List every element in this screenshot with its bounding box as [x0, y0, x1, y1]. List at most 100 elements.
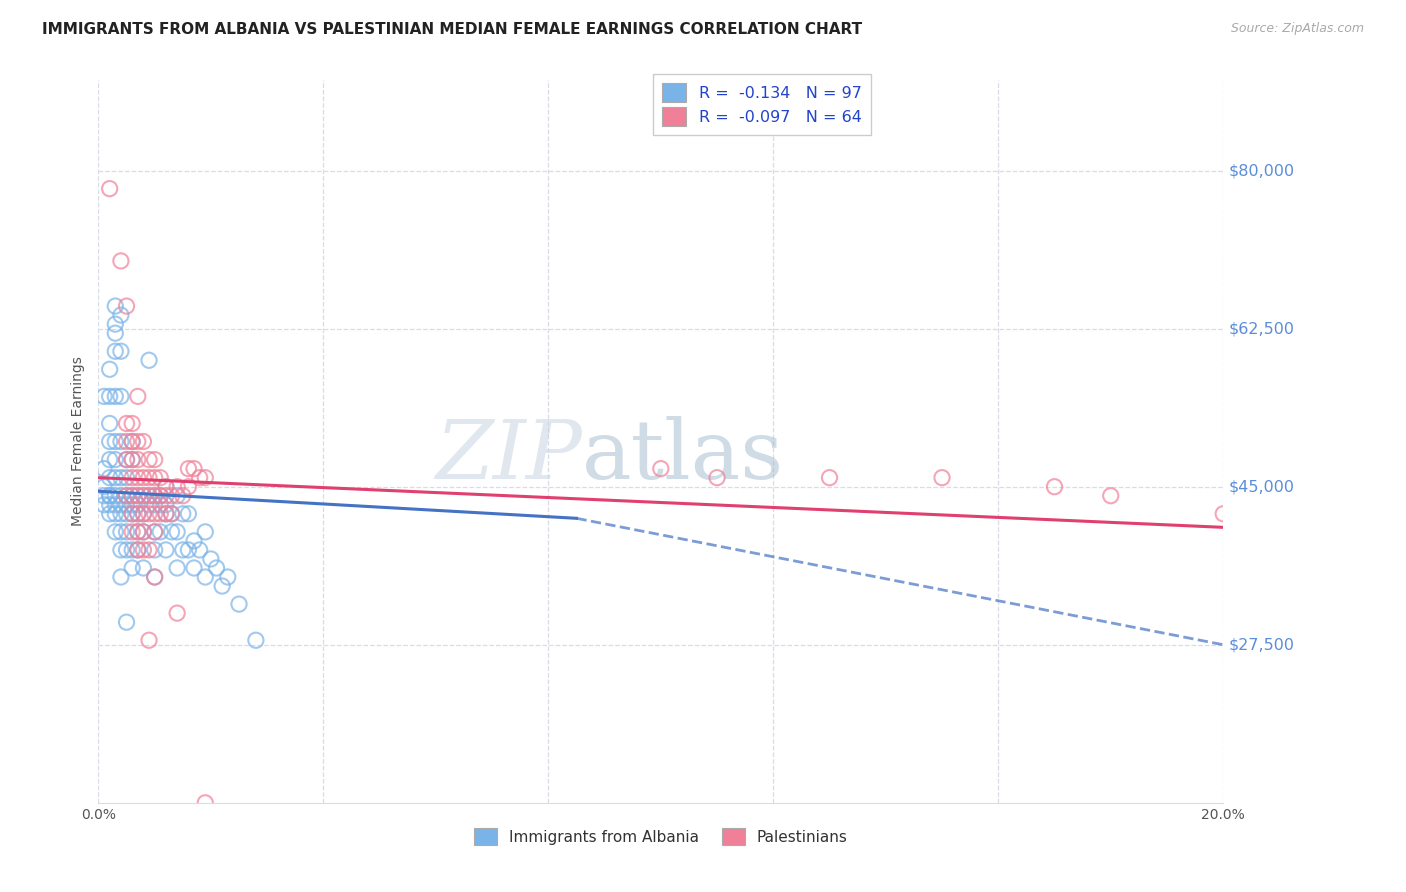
Point [217, 570, 239, 584]
Point [115, 434, 138, 449]
Point [194, 524, 217, 539]
Point [121, 489, 143, 503]
Point [127, 524, 149, 539]
Point [155, 507, 177, 521]
Point [166, 480, 188, 494]
Point [143, 570, 166, 584]
Point [166, 489, 188, 503]
Point [160, 524, 183, 539]
Point [155, 507, 177, 521]
Point [121, 452, 143, 467]
Point [127, 507, 149, 521]
Point [127, 489, 149, 503]
Point [121, 452, 143, 467]
Point [188, 470, 211, 484]
Text: $27,500: $27,500 [1229, 637, 1295, 652]
Point [132, 524, 155, 539]
Point [138, 470, 160, 484]
Point [115, 489, 138, 503]
Point [121, 507, 143, 521]
Point [155, 489, 177, 503]
Point [143, 542, 166, 557]
Point [160, 507, 183, 521]
Point [104, 524, 127, 539]
Text: $45,000: $45,000 [1229, 479, 1295, 494]
Text: ZIP: ZIP [436, 416, 582, 496]
Legend: Immigrants from Albania, Palestinians: Immigrants from Albania, Palestinians [467, 820, 855, 853]
Point [160, 507, 183, 521]
Point [650, 461, 672, 475]
Y-axis label: Median Female Earnings: Median Female Earnings [72, 357, 86, 526]
Point [194, 570, 217, 584]
Point [166, 561, 188, 575]
Point [188, 542, 211, 557]
Point [93, 480, 115, 494]
Point [104, 344, 127, 359]
Point [115, 615, 138, 630]
Point [127, 524, 149, 539]
Point [205, 561, 228, 575]
Point [110, 389, 132, 403]
Point [104, 434, 127, 449]
Point [1099, 489, 1122, 503]
Point [183, 561, 205, 575]
Point [149, 498, 172, 512]
Point [104, 470, 127, 484]
Point [132, 489, 155, 503]
Point [104, 389, 127, 403]
Text: Source: ZipAtlas.com: Source: ZipAtlas.com [1230, 22, 1364, 36]
Point [183, 533, 205, 548]
Point [104, 326, 127, 340]
Point [149, 489, 172, 503]
Point [93, 489, 115, 503]
Point [194, 796, 217, 810]
Point [155, 480, 177, 494]
Text: atlas: atlas [582, 416, 785, 496]
Point [121, 417, 143, 431]
Point [110, 434, 132, 449]
Point [138, 353, 160, 368]
Point [149, 489, 172, 503]
Point [143, 524, 166, 539]
Point [121, 507, 143, 521]
Point [143, 498, 166, 512]
Point [132, 470, 155, 484]
Point [1212, 507, 1234, 521]
Point [115, 417, 138, 431]
Point [138, 498, 160, 512]
Point [121, 470, 143, 484]
Point [110, 344, 132, 359]
Point [115, 507, 138, 521]
Point [143, 489, 166, 503]
Point [93, 389, 115, 403]
Point [115, 489, 138, 503]
Point [127, 452, 149, 467]
Point [155, 542, 177, 557]
Point [104, 452, 127, 467]
Point [177, 542, 200, 557]
Point [104, 489, 127, 503]
Point [93, 461, 115, 475]
Point [132, 561, 155, 575]
Point [104, 299, 127, 313]
Point [931, 470, 953, 484]
Point [172, 489, 194, 503]
Point [166, 606, 188, 620]
Point [121, 561, 143, 575]
Point [110, 570, 132, 584]
Point [132, 507, 155, 521]
Point [98, 489, 121, 503]
Point [138, 633, 160, 648]
Point [127, 489, 149, 503]
Text: $62,500: $62,500 [1229, 321, 1295, 336]
Point [121, 542, 143, 557]
Point [1043, 480, 1066, 494]
Point [115, 452, 138, 467]
Point [132, 507, 155, 521]
Point [177, 480, 200, 494]
Point [98, 362, 121, 376]
Point [98, 507, 121, 521]
Point [93, 498, 115, 512]
Point [818, 470, 841, 484]
Point [138, 452, 160, 467]
